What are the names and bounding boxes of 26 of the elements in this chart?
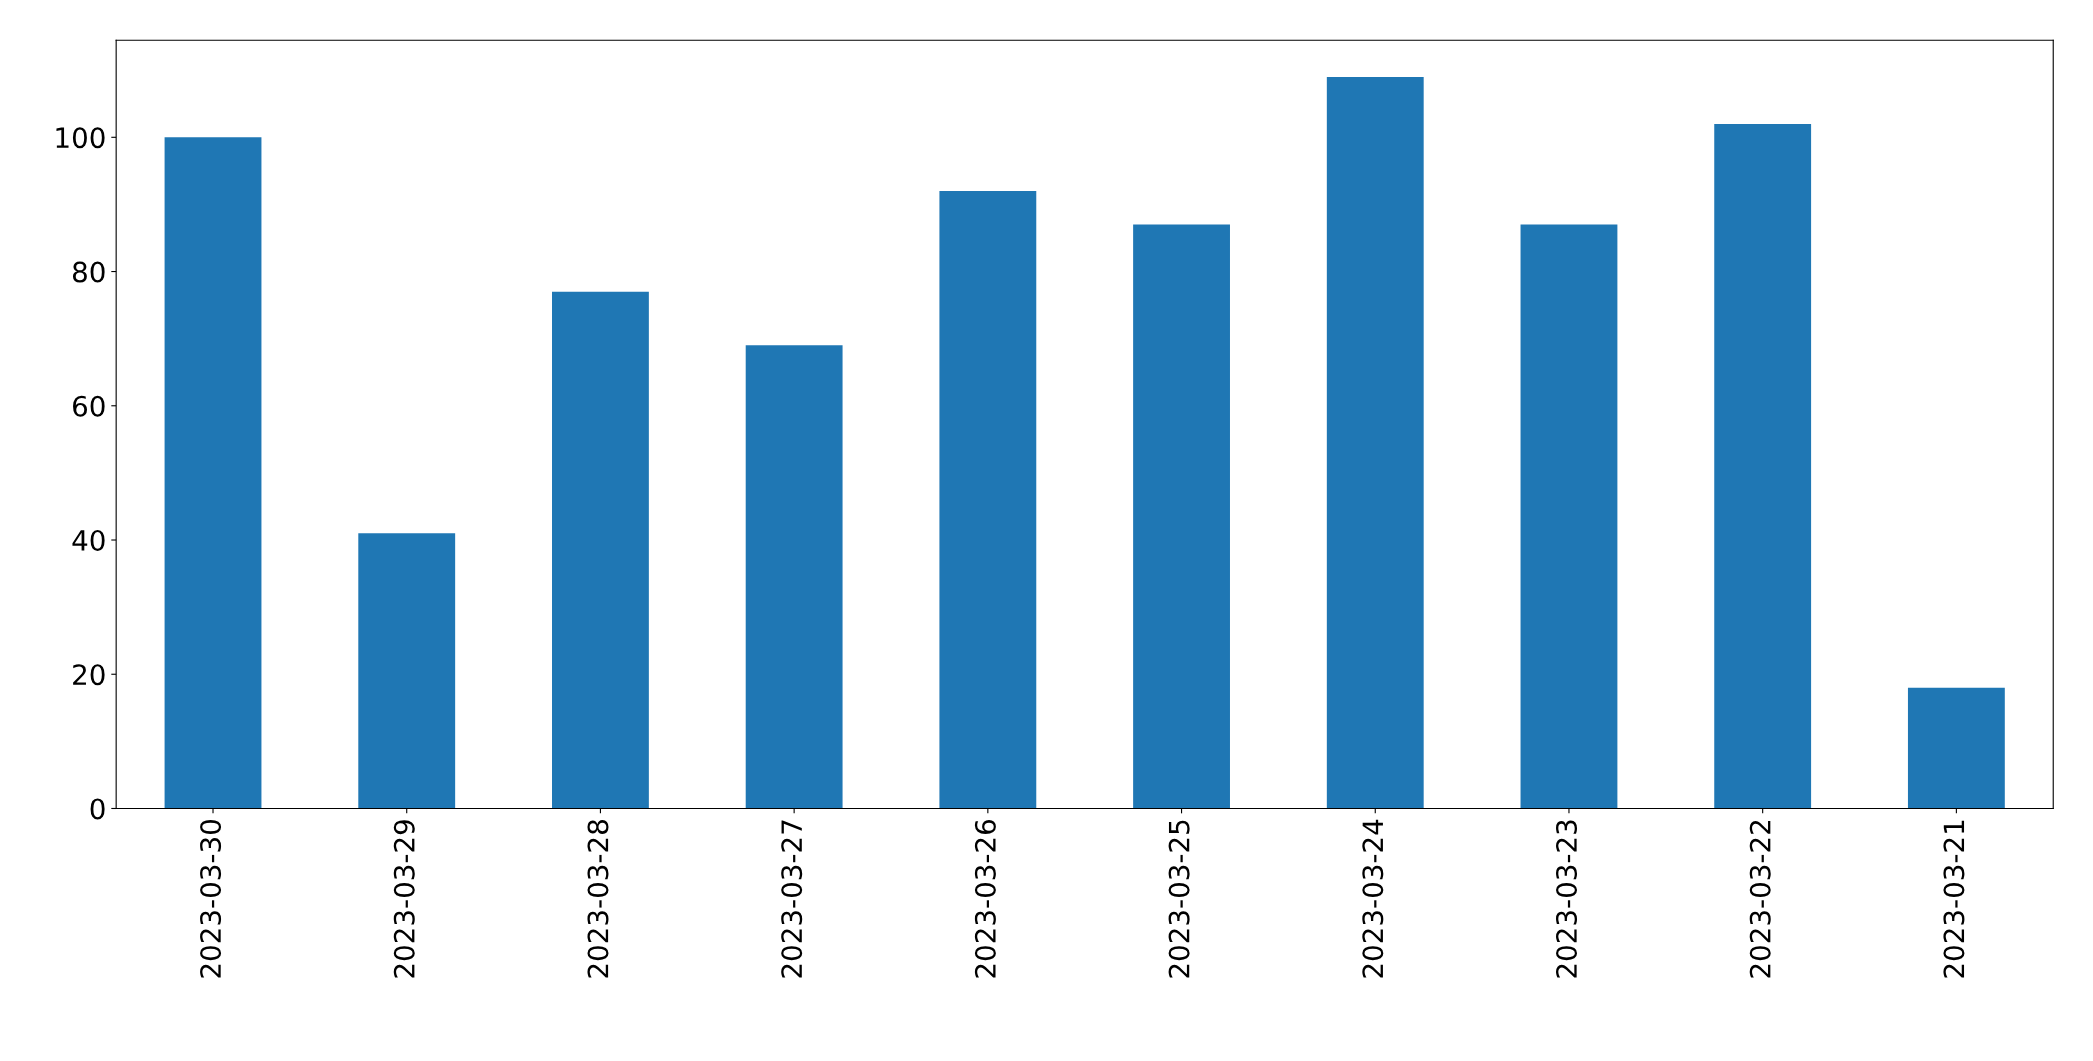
- x-tick-label: 2023-03-21: [1943, 820, 1965, 978]
- x-tick-label: 2023-03-27: [781, 820, 803, 978]
- bar: [939, 191, 1037, 809]
- y-tick-label: 40: [72, 529, 105, 551]
- bar: [1520, 224, 1618, 809]
- x-tick-label: 2023-03-24: [1362, 819, 1384, 978]
- x-tick-label: 2023-03-29: [393, 820, 415, 978]
- bar: [1326, 76, 1424, 809]
- bar: [552, 291, 649, 809]
- bar: [1714, 123, 1812, 809]
- bar: [1907, 687, 2005, 809]
- bar: [358, 533, 456, 809]
- x-tick-label: 2023-03-28: [587, 820, 609, 978]
- y-tick-label: 60: [73, 395, 105, 417]
- bar: [164, 137, 262, 809]
- y-tick-label: 80: [72, 261, 105, 283]
- y-tick-label: 0: [90, 798, 105, 820]
- bar: [1133, 224, 1230, 809]
- x-tick-label: 2023-03-23: [1556, 820, 1578, 978]
- x-tick-label: 2023-03-22: [1749, 820, 1771, 978]
- bar: [745, 345, 843, 809]
- x-tick-label: 2023-03-30: [200, 820, 222, 978]
- x-tick-label: 2023-03-25: [1168, 820, 1190, 978]
- y-tick-label: 100: [56, 127, 105, 149]
- x-tick-label: 2023-03-26: [974, 819, 996, 978]
- y-tick-label: 20: [73, 664, 105, 686]
